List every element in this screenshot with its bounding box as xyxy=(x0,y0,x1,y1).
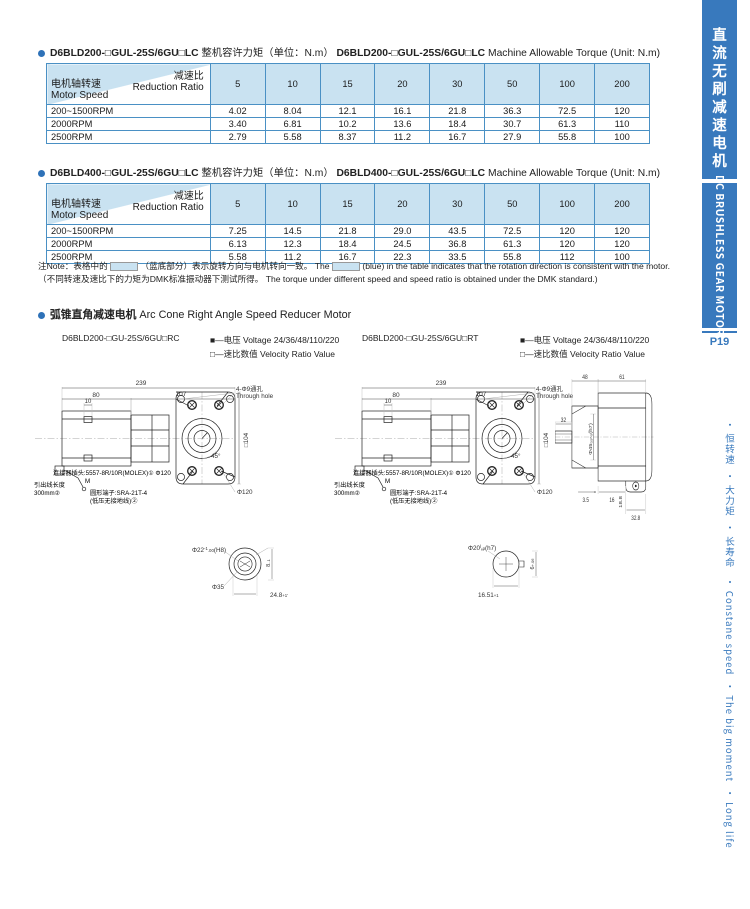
svg-text:□104: □104 xyxy=(543,432,550,447)
svg-text:连接器插头:5557-8R/10R(MOLEX)① Φ120: 连接器插头:5557-8R/10R(MOLEX)① Φ120 xyxy=(353,469,471,477)
svg-text:圆形端子:SRA-21T-4: 圆形端子:SRA-21T-4 xyxy=(90,489,148,497)
svg-text:(低压无接地线)②: (低压无接地线)② xyxy=(90,497,137,505)
svg-text:引出线长度: 引出线长度 xyxy=(334,481,365,489)
svg-text:8-.1: 8-.1 xyxy=(266,558,272,567)
svg-text:32.8: 32.8 xyxy=(631,516,640,523)
svg-text:Through hole: Through hole xyxy=(236,393,274,400)
svg-text:Φ22-1.00(H8): Φ22-1.00(H8) xyxy=(192,546,226,554)
svg-text:10: 10 xyxy=(85,399,92,405)
svg-text:80: 80 xyxy=(392,392,400,399)
svg-text:32: 32 xyxy=(561,418,566,425)
svg-text:300mm②: 300mm② xyxy=(334,490,360,497)
svg-text:Φ120: Φ120 xyxy=(537,489,553,496)
svg-text:61: 61 xyxy=(619,375,624,382)
svg-text:107: 107 xyxy=(476,391,487,398)
svg-text:10: 10 xyxy=(385,399,392,405)
svg-text:24.8+1': 24.8+1' xyxy=(270,592,288,599)
svg-text:连接器插头:5557-8R/10R(MOLEX)① Φ120: 连接器插头:5557-8R/10R(MOLEX)① Φ120 xyxy=(53,469,171,477)
svg-text:Φ20lₑp(h7): Φ20lₑp(h7) xyxy=(468,544,496,552)
svg-text:239: 239 xyxy=(136,380,147,387)
svg-text:48: 48 xyxy=(582,375,587,382)
svg-text:Φ120: Φ120 xyxy=(237,489,253,496)
svg-text:□104: □104 xyxy=(243,432,250,447)
svg-text:4-Φ9通孔: 4-Φ9通孔 xyxy=(236,384,263,393)
svg-text:16: 16 xyxy=(609,498,614,505)
svg-text:45°: 45° xyxy=(211,452,221,460)
svg-text:107: 107 xyxy=(176,391,187,398)
svg-text:300mm②: 300mm② xyxy=(34,490,60,497)
svg-text:引出线长度: 引出线长度 xyxy=(34,481,65,489)
svg-text:80: 80 xyxy=(92,392,100,399)
svg-text:Φ45₃₅ₕ₅(h7): Φ45₃₅ₕ₅(h7) xyxy=(588,423,593,455)
svg-text:18.8: 18.8 xyxy=(618,496,623,508)
svg-text:45°: 45° xyxy=(511,452,521,460)
svg-text:6+.06: 6+.06 xyxy=(530,558,536,570)
svg-text:Φ35: Φ35 xyxy=(212,584,225,591)
svg-text:(低压无接地线)②: (低压无接地线)② xyxy=(390,497,437,505)
svg-text:16.51+1: 16.51+1 xyxy=(478,592,499,599)
svg-text:M: M xyxy=(385,478,390,485)
svg-text:圆形端子:SRA-21T-4: 圆形端子:SRA-21T-4 xyxy=(390,489,448,497)
svg-text:M: M xyxy=(85,478,90,485)
svg-text:239: 239 xyxy=(436,380,447,387)
svg-text:3.5: 3.5 xyxy=(583,498,589,505)
